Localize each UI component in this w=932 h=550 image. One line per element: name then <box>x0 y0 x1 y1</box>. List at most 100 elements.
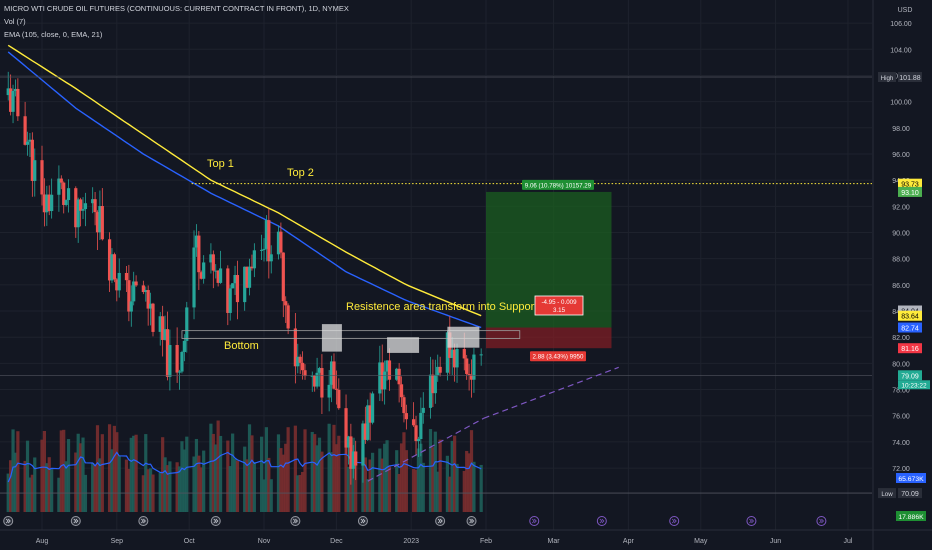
candle-body <box>151 303 155 332</box>
x-tick-label: Apr <box>623 538 635 545</box>
candle-body <box>50 194 54 212</box>
candle-body <box>469 374 474 380</box>
stop-label-text: 2.88 (3.43%) 9950 <box>533 354 584 361</box>
volume-bar <box>28 477 32 512</box>
low-tag: Low 70.09 <box>878 488 922 499</box>
candle-body <box>245 266 249 288</box>
volume-tag-text: 65.673K <box>898 476 924 483</box>
volume-bar <box>315 445 319 512</box>
volume-bar <box>395 450 399 512</box>
candle-body <box>177 371 182 373</box>
candle-body <box>163 329 167 340</box>
candle-body <box>216 270 220 283</box>
volume-bar <box>64 461 68 512</box>
volume-bar <box>47 457 51 512</box>
price-tag: 83.64 <box>898 310 922 321</box>
volume-bar <box>66 439 71 512</box>
candle-body <box>428 374 433 408</box>
candle-body <box>298 356 302 363</box>
candles <box>6 71 483 485</box>
volume-bar <box>448 476 452 512</box>
volume-bar <box>79 443 83 512</box>
candle-body <box>421 407 425 413</box>
volume-ma-line <box>7 451 482 483</box>
candle-body <box>361 423 365 466</box>
volume-bar <box>23 460 27 512</box>
volume-bar <box>259 436 264 512</box>
volume-tag: 65.673K <box>896 473 926 483</box>
candle-body <box>387 360 392 380</box>
candle-body <box>197 235 201 273</box>
position-info-line-2: 3.15 <box>553 307 566 314</box>
x-tick-label: Oct <box>184 538 195 545</box>
candle-body <box>168 345 172 377</box>
resistance-zone <box>181 330 521 339</box>
volume-bar <box>243 446 247 512</box>
volume-bar <box>436 471 440 512</box>
annotation-top-2: Top 2 <box>287 167 314 179</box>
volume-bar <box>399 443 404 512</box>
volume-bar <box>168 461 172 512</box>
volume-bar <box>245 459 249 512</box>
hl-value: 101.88 <box>899 75 921 82</box>
position-info-line-1: -4.95 - 0.009 <box>541 299 577 306</box>
volume-bar <box>214 444 218 512</box>
candle-body <box>175 345 179 373</box>
candle-body <box>436 366 440 375</box>
candle-body <box>141 285 145 293</box>
volume-bar <box>465 450 469 512</box>
candle-body <box>399 384 404 398</box>
y-tick-label: 78.00 <box>892 388 910 395</box>
volume-bar <box>158 472 162 512</box>
candle-body <box>199 272 203 279</box>
annotation-top-1: Top 1 <box>207 158 234 170</box>
volume-bar <box>127 468 131 512</box>
ema-legend: EMA (105, close, 0, EMA, 21) <box>4 30 103 39</box>
zone-highlight <box>321 324 342 352</box>
countdown-text: 10:23:22 <box>901 382 927 389</box>
zone-highlight <box>447 326 480 348</box>
event-icon <box>669 516 680 526</box>
candle-body <box>115 279 119 291</box>
candle-body <box>472 354 476 380</box>
candle-body <box>100 206 104 240</box>
volume-bar <box>197 455 201 512</box>
volume-bar <box>269 479 273 512</box>
candle-body <box>214 270 218 272</box>
candle-body <box>132 281 136 302</box>
volume-bar <box>303 429 307 512</box>
candle-body <box>462 349 466 359</box>
volume-bar <box>202 450 206 512</box>
volume-bar <box>62 429 66 512</box>
y-tick-label: 106.00 <box>890 21 912 28</box>
candle-body <box>320 368 324 398</box>
event-icon <box>529 516 540 526</box>
volume-bar <box>370 452 375 512</box>
candle-body <box>366 405 370 440</box>
y-tick-label: 86.00 <box>892 283 910 290</box>
volume-bar <box>216 420 220 512</box>
candle-body <box>6 88 10 96</box>
candle-body <box>235 275 240 303</box>
candle-body <box>47 194 51 212</box>
x-tick-label: 2023 <box>403 538 419 545</box>
event-icon <box>466 516 477 526</box>
candle-body <box>293 328 297 367</box>
volume-bar <box>180 441 184 512</box>
y-tick-label: 76.00 <box>892 414 910 421</box>
volume-bar <box>414 469 418 512</box>
y-tick-label: 72.00 <box>892 466 910 473</box>
candle-body <box>218 268 223 283</box>
candle-body <box>346 436 351 448</box>
candle-body <box>161 316 165 340</box>
volume-bar <box>185 436 189 512</box>
volume-bar <box>194 438 199 512</box>
candle-body <box>267 220 271 262</box>
candle-body <box>378 362 382 394</box>
volume-bar <box>134 434 138 512</box>
price-tag-text: 93.73 <box>901 182 919 189</box>
volume-bar <box>267 457 271 512</box>
candle-body <box>334 388 338 390</box>
